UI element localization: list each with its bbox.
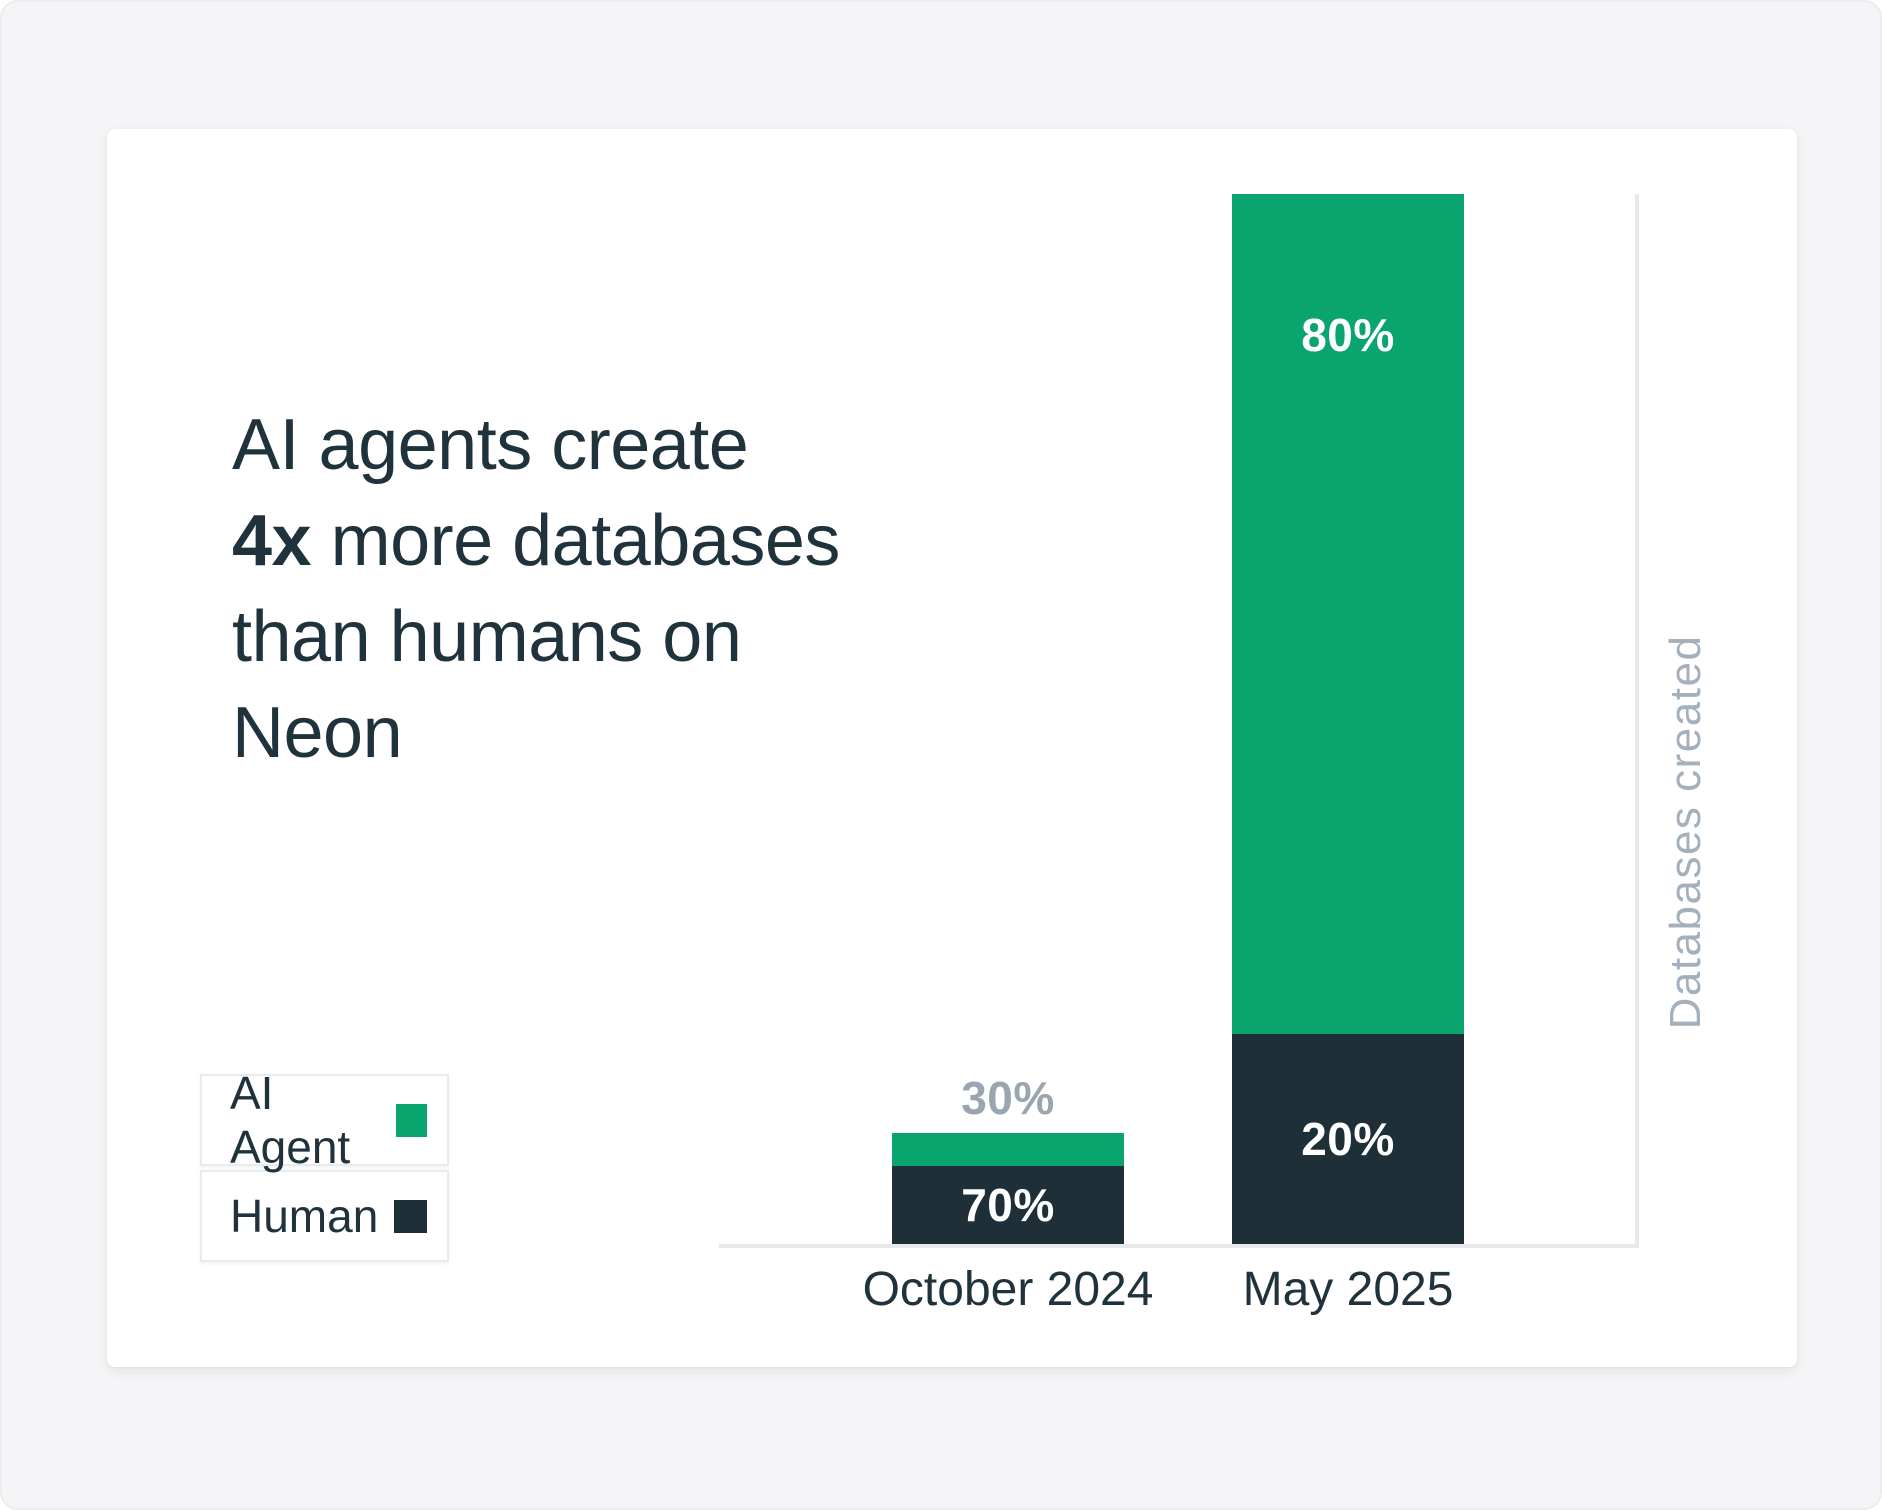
legend-label-ai-agent: AI Agent: [230, 1067, 351, 1173]
bar-may-2025: 80% 20%: [1232, 194, 1464, 1244]
title-line-3: than humans on: [232, 597, 742, 677]
title-line-2: more databases: [311, 501, 841, 581]
bar-segment-may-2025-human: 20%: [1232, 1034, 1464, 1244]
legend-swatch-human: [394, 1199, 427, 1233]
legend-item-human: Human: [200, 1170, 449, 1262]
legend: AI Agent Human: [200, 1067, 449, 1266]
bar-outside-label-october-2024: 30%: [961, 1072, 1055, 1124]
bar-segment-october-2024-human: 70%: [892, 1166, 1124, 1244]
bar-segment-label: 80%: [1301, 309, 1395, 361]
title-4x-highlight: 4x: [232, 501, 312, 581]
legend-label-human: Human: [230, 1190, 379, 1242]
x-tick-may-2025: May 2025: [1242, 1263, 1454, 1316]
y-axis-line: [1635, 194, 1639, 1248]
chart-card: AI agents create 4x more databases than hu…: [107, 129, 1797, 1367]
legend-swatch-ai-agent: [395, 1103, 427, 1137]
bar-segment-label: 70%: [961, 1179, 1055, 1231]
y-axis-title: Databases created: [1661, 634, 1710, 1030]
title-line-1: AI agents create: [232, 405, 749, 485]
plot-area: 70% 30% October 2024 80% 20% May 2025: [719, 194, 1639, 1316]
title-line-4: Neon: [232, 693, 403, 773]
bar-segment-label: 20%: [1301, 1113, 1395, 1165]
bar-october-2024: 70%: [892, 1133, 1124, 1244]
chart-title: AI agents create 4x more databases than hu…: [232, 397, 1012, 781]
x-axis-line: [719, 1244, 1639, 1248]
x-tick-october-2024: October 2024: [862, 1263, 1154, 1316]
bar-segment-may-2025-ai-agent: 80%: [1232, 194, 1464, 1034]
bar-segment-october-2024-ai-agent: [892, 1133, 1124, 1166]
legend-item-ai-agent: AI Agent: [200, 1067, 449, 1173]
